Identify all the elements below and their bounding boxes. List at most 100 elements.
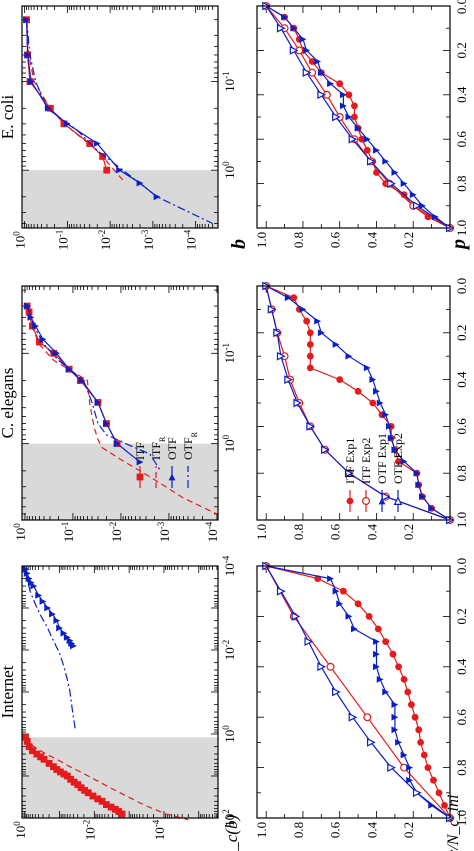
data-point xyxy=(306,329,314,337)
x-tick-label: 0.6 xyxy=(454,418,469,435)
data-point xyxy=(317,90,327,100)
plot-frame xyxy=(256,565,451,819)
panel-celegans-bottom: 0.0 0.2 0.4 0.6 0.8 1.0 1.0 0.8 0.6 0.4 0.2 ITF Exp… xyxy=(254,278,469,540)
tick-marks xyxy=(22,6,219,228)
data-point xyxy=(30,582,38,590)
x-tick-label: 1.0 xyxy=(454,220,469,236)
data-point xyxy=(363,364,371,372)
series-itf-exp1 xyxy=(262,282,454,524)
y-tick-label: 0.6 xyxy=(328,821,343,838)
data-point xyxy=(303,317,311,325)
data-point xyxy=(306,422,316,431)
data-point xyxy=(389,650,397,658)
top-y-axis-label: P_c(b) xyxy=(222,815,241,851)
x-tick-label: 1.0 xyxy=(454,512,469,528)
tick-labels: 0.0 0.2 0.4 0.6 0.8 1.0 1.0 0.8 0.6 0.4 0.2 xyxy=(254,278,469,540)
y-tick-label: 10-4 xyxy=(151,819,167,840)
shaded-region xyxy=(22,737,218,818)
y-tick-label: 10-3 xyxy=(156,521,172,542)
data-point xyxy=(332,341,340,348)
data-point xyxy=(45,759,53,767)
legend-marker xyxy=(378,497,386,505)
data-point xyxy=(276,586,286,596)
data-point xyxy=(70,642,77,650)
data-point xyxy=(317,662,327,672)
data-point xyxy=(373,387,380,395)
series-itf-exp1 xyxy=(262,2,454,232)
y-tick-label: 0.6 xyxy=(328,523,343,540)
data-point xyxy=(391,726,399,734)
data-point xyxy=(317,329,325,337)
data-point xyxy=(103,166,111,174)
x-tick-label: 0.2 xyxy=(454,608,469,624)
shaded-region xyxy=(22,443,218,520)
panel-title: C. elegans xyxy=(0,368,17,439)
legend-item: OTF Exp1 xyxy=(375,433,389,512)
data-point xyxy=(374,625,382,633)
panel-internet-bottom: 0.0 0.2 0.4 0.6 0.8 1.0 1.0 0.8 0.6 0.4 0.2 xyxy=(254,558,469,838)
data-point xyxy=(56,768,64,776)
y-tick-label: 10-4 xyxy=(183,229,199,250)
series-otf-exp2 xyxy=(262,1,455,233)
data-point xyxy=(395,663,402,671)
data-point xyxy=(373,650,380,658)
data-point xyxy=(373,638,380,645)
data-point xyxy=(408,701,415,708)
data-point xyxy=(27,78,35,86)
data-point xyxy=(376,399,384,407)
data-point xyxy=(276,351,286,361)
series-otf xyxy=(24,302,144,466)
data-point xyxy=(351,113,358,121)
data-point xyxy=(404,688,412,696)
data-point xyxy=(345,91,353,99)
data-point xyxy=(53,766,61,773)
panel-ecoli-bottom: 0.0 0.2 0.4 0.6 0.8 1.0 1.0 0.8 0.6 0.4 0.2 xyxy=(254,0,469,248)
data-point xyxy=(351,625,358,633)
data-point xyxy=(391,446,399,454)
data-point xyxy=(431,213,439,221)
data-point xyxy=(419,202,426,210)
legend-marker xyxy=(136,473,144,481)
x-tick-label: 0.0 xyxy=(454,278,469,294)
figure-labels: b p P_c(b) N_c/N_c_ini xyxy=(222,239,470,851)
series-itf xyxy=(22,733,126,818)
data-point xyxy=(24,51,32,59)
y-tick-label: 10-2 xyxy=(97,230,113,251)
panel-title: Internet xyxy=(0,665,17,718)
data-point xyxy=(327,575,334,582)
data-point xyxy=(344,468,354,478)
data-point xyxy=(327,80,334,88)
x-tick-label: 0.8 xyxy=(454,175,469,191)
data-point xyxy=(385,423,393,430)
tick-marks xyxy=(22,286,218,521)
plot-frame xyxy=(256,5,451,229)
data-point xyxy=(70,778,78,786)
data-point xyxy=(289,46,299,55)
y-tick-label: 10-3 xyxy=(140,229,156,250)
legend-label: OTF Exp1 xyxy=(375,433,389,484)
y-tick-label: 10-4 xyxy=(204,521,220,542)
legend-item: OTF Exp2 xyxy=(391,433,405,512)
legend: ITF Exp1 ITF Exp2 OTF Exp1 OTF Exp2 xyxy=(343,433,405,512)
x-tick-label: 1.0 xyxy=(454,810,469,826)
series-otf-r xyxy=(24,569,76,730)
panels-group: 10-410-210010210010-210-4Internet10-1100… xyxy=(0,0,469,840)
y-tick-label: 0.2 xyxy=(401,822,416,838)
data-point xyxy=(406,776,413,784)
y-tick-label: 0.2 xyxy=(401,524,416,540)
data-point xyxy=(339,587,347,595)
panel-celegans-top: 10-1 100 100 10-1 10-2 10-3 10-4 C. elegans ITF I… xyxy=(0,285,237,542)
y-tick-label: 100 xyxy=(12,231,28,249)
y-tick-label: 0.8 xyxy=(291,232,306,248)
x-tick-label: 100 xyxy=(221,434,237,452)
plot-frame xyxy=(21,5,219,229)
data-point xyxy=(107,803,115,811)
data-point xyxy=(387,763,396,772)
y-tick-label: 10-1 xyxy=(54,230,70,251)
x-tick-label: 100 xyxy=(221,161,237,179)
data-point xyxy=(332,587,340,595)
data-point xyxy=(136,458,144,466)
data-point xyxy=(81,786,89,794)
data-point xyxy=(89,792,97,800)
